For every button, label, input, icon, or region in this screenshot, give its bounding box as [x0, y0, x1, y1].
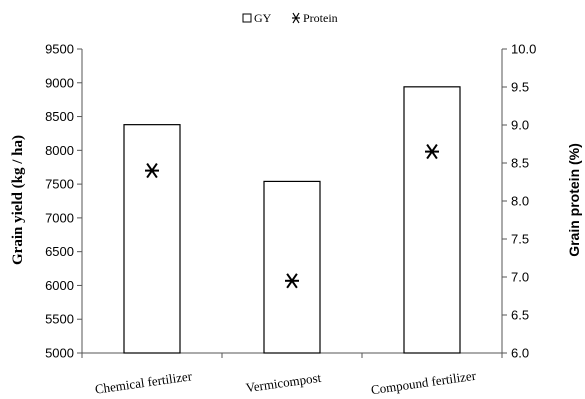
y-right-tick-label: 7.0: [511, 270, 529, 285]
y-left-tick-label: 6000: [45, 278, 74, 293]
bars: [123, 86, 461, 354]
y-right-tick-label: 6.0: [511, 346, 529, 361]
y-left-tick-label: 9500: [45, 42, 74, 57]
protein-point: [425, 144, 439, 160]
y-right-tick-label: 9.5: [511, 80, 529, 95]
bar-gy: [123, 124, 181, 354]
x-axis-tick-labels: Chemical fertilizer Vermicompost Compound …: [94, 368, 478, 398]
y-right-tick-label: 6.5: [511, 308, 529, 323]
y-axis-left-label: Grain yield (kg / ha): [10, 135, 26, 265]
y-axis-right-label: Grain protein (%): [566, 143, 582, 257]
legend-gy-swatch: [242, 13, 252, 23]
y-left-tick-label: 7000: [45, 210, 74, 225]
y-right-tick-label: 8.0: [511, 194, 529, 209]
protein-point: [145, 163, 159, 179]
legend-protein-label: Protein: [303, 11, 338, 25]
x-tick-label: Chemical fertilizer: [94, 368, 194, 397]
x-tick-label: Vermicompost: [245, 370, 323, 395]
y-axis-right-ticks: 6.0 6.5 7.0 7.5 8.0 8.5 9.0 9.5 10.0: [502, 42, 536, 361]
bar-gy: [403, 86, 461, 354]
legend: GY Protein: [242, 11, 338, 25]
y-left-tick-label: 7500: [45, 177, 74, 192]
y-right-tick-label: 9.0: [511, 118, 529, 133]
legend-protein-marker: [292, 12, 300, 24]
y-right-tick-label: 7.5: [511, 232, 529, 247]
y-left-tick-label: 5500: [45, 312, 74, 327]
y-right-tick-label: 10.0: [511, 42, 536, 57]
bar-gy: [263, 180, 321, 354]
y-left-tick-label: 5000: [45, 346, 74, 361]
y-left-tick-label: 9000: [45, 75, 74, 90]
legend-gy-label: GY: [254, 11, 272, 25]
y-axis-left-ticks: 5000 5500 6000 6500 7000 7500 8000 8500 9000 9500: [45, 42, 82, 361]
y-left-tick-label: 8500: [45, 109, 74, 124]
protein-markers: [145, 144, 439, 289]
y-left-tick-label: 6500: [45, 244, 74, 259]
protein-point: [285, 273, 299, 289]
y-right-tick-label: 8.5: [511, 156, 529, 171]
y-left-tick-label: 8000: [45, 143, 74, 158]
x-tick-label: Compound fertilizer: [370, 368, 477, 398]
